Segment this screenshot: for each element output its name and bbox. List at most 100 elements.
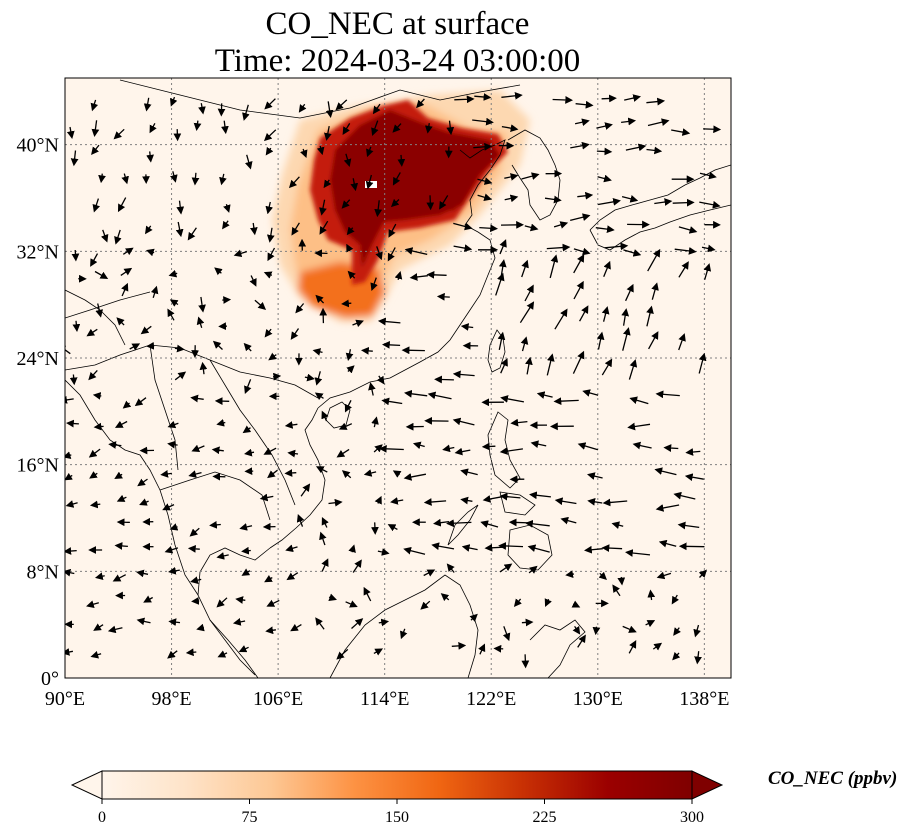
wind-arrow (577, 191, 594, 200)
wind-arrow (573, 280, 584, 300)
wind-arrow (646, 305, 654, 327)
wind-arrow (521, 618, 534, 627)
wind-arrow (477, 177, 493, 185)
wind-arrow (480, 520, 499, 528)
wind-arrow (167, 650, 178, 659)
wind-arrow (652, 642, 663, 651)
lat-tick-label: 32°N (17, 241, 59, 263)
wind-arrow (267, 247, 276, 262)
wind-arrow (685, 448, 701, 456)
wind-arrow (703, 263, 712, 280)
wind-arrow (319, 220, 329, 235)
wind-arrow (416, 98, 425, 109)
wind-arrow (587, 472, 603, 480)
colorbar-tick-label: 225 (533, 809, 557, 826)
colorbar-tick-label: 75 (242, 809, 258, 826)
lat-tick-label: 24°N (17, 348, 59, 370)
wind-arrow (582, 389, 599, 397)
wind-arrow (114, 542, 128, 550)
wind-arrow (473, 142, 493, 151)
map-title: CO_NEC at surface (265, 6, 530, 42)
wind-arrow (693, 624, 701, 638)
wind-arrow (149, 122, 157, 134)
wind-arrow (504, 194, 519, 203)
wind-arrow (93, 623, 104, 631)
wind-arrow (70, 150, 79, 167)
wind-arrow (89, 500, 101, 509)
wind-arrow (314, 392, 324, 401)
wind-arrow (295, 303, 305, 314)
wind-arrow (371, 416, 379, 428)
wind-arrow (168, 618, 181, 627)
wind-arrow (162, 503, 175, 511)
wind-arrow (112, 574, 127, 582)
wind-arrow (189, 527, 200, 537)
wind-arrow (378, 618, 390, 627)
wind-arrow (549, 254, 559, 279)
wind-arrow (699, 171, 717, 180)
wind-arrow (544, 598, 552, 607)
wind-arrow (267, 469, 278, 479)
wind-arrow (460, 468, 478, 477)
wind-arrow (420, 600, 431, 610)
wind-arrow (122, 247, 134, 256)
wind-arrow (315, 617, 325, 630)
wind-arrow (336, 648, 349, 660)
wind-arrow (336, 448, 350, 458)
wind-arrow (573, 247, 591, 256)
wind-arrow (341, 470, 352, 479)
wind-arrow (461, 544, 478, 552)
wind-arrow (371, 120, 379, 136)
wind-arrow (622, 625, 637, 633)
wind-arrow (66, 126, 75, 140)
wind-arrow (601, 94, 617, 103)
wind-arrow (223, 204, 231, 213)
wind-arrow (351, 618, 364, 629)
wind-arrow (703, 125, 722, 134)
wind-arrow (596, 331, 605, 350)
wind-arrow (143, 97, 152, 112)
wind-arrow (341, 199, 351, 209)
wind-arrow (65, 472, 73, 481)
wind-arrow (510, 418, 528, 427)
map-frame (64, 77, 732, 679)
lat-tick-label: 40°N (17, 135, 59, 157)
colorbar-tick-label: 150 (385, 809, 409, 826)
wind-arrow (500, 358, 508, 374)
wind-arrow (513, 598, 522, 608)
wind-arrow (93, 422, 104, 431)
wind-arrow (129, 343, 141, 351)
wind-arrow (387, 247, 396, 262)
wind-arrow (350, 178, 359, 192)
wind-arrow (116, 317, 125, 326)
wind-arrow (508, 518, 530, 527)
coastline-visayas (499, 491, 536, 516)
wind-arrow (632, 441, 652, 450)
wind-arrow (601, 544, 623, 552)
wind-arrow (571, 600, 581, 608)
wind-arrow (628, 359, 638, 380)
wind-arrow (164, 546, 179, 554)
lon-tick-label: 130°E (573, 688, 623, 710)
lon-tick-label: 90°E (45, 688, 85, 710)
wind-arrow (284, 469, 297, 477)
wind-arrow (319, 199, 327, 216)
wind-arrow (498, 542, 524, 550)
wind-arrow (264, 328, 273, 338)
wind-arrow (409, 273, 428, 281)
wind-arrow (315, 466, 328, 474)
wind-arrow (120, 267, 133, 276)
wind-arrow (374, 200, 383, 218)
wind-arrow (328, 498, 343, 507)
wind-arrow (595, 225, 615, 233)
wind-arrow (481, 442, 496, 451)
colorbar-gradient (101, 770, 693, 800)
wind-arrow (188, 470, 202, 478)
wind-arrow (536, 391, 553, 399)
wind-arrow (90, 253, 99, 267)
wind-arrow (546, 353, 555, 376)
lon-tick-label: 98°E (151, 688, 191, 710)
wind-arrow (290, 328, 300, 340)
wind-arrow (160, 470, 172, 478)
